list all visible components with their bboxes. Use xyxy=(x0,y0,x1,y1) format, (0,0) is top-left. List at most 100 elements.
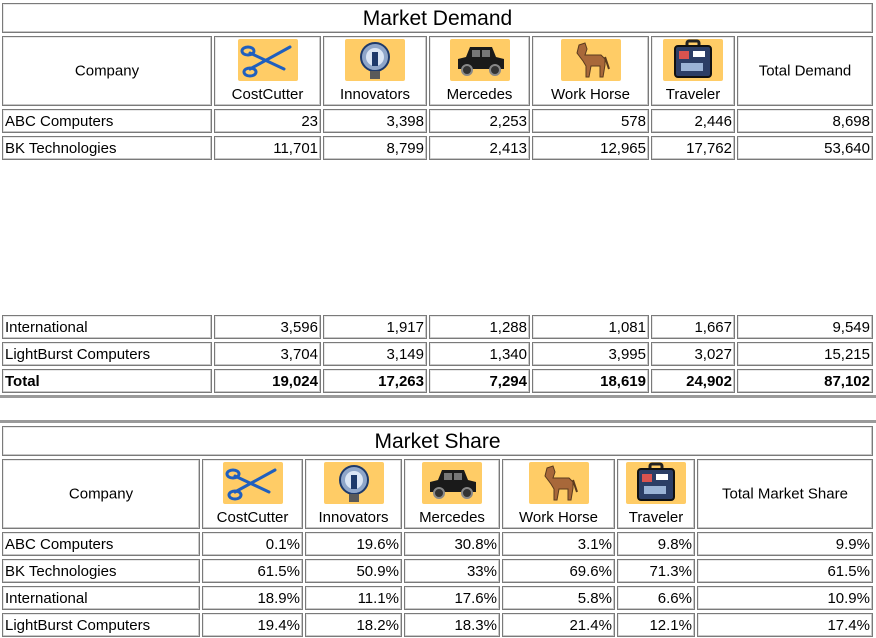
row-total-cell: 53,640 xyxy=(737,136,873,160)
product-header: CostCutter xyxy=(214,36,321,106)
product-header: Work Horse xyxy=(502,459,615,529)
value-cell: 5.8% xyxy=(502,586,615,610)
value-cell: 17.6% xyxy=(404,586,500,610)
company-name: ABC Computers xyxy=(2,532,200,556)
row-total-cell: 15,215 xyxy=(737,342,873,366)
value-cell: 578 xyxy=(532,109,649,133)
value-cell: 6.6% xyxy=(617,586,695,610)
share-title: Market Share xyxy=(2,426,873,456)
company-name: International xyxy=(2,315,212,339)
total-value-cell: 17,263 xyxy=(323,369,427,393)
product-label: CostCutter xyxy=(231,86,304,103)
scissors-icon xyxy=(237,39,298,81)
product-label: Mercedes xyxy=(446,86,513,103)
company-header: Company xyxy=(2,459,200,529)
value-cell: 11.1% xyxy=(305,586,402,610)
row-total-cell: 17.4% xyxy=(697,613,873,637)
product-label: Mercedes xyxy=(419,509,485,526)
value-cell: 2,446 xyxy=(651,109,735,133)
company-name: International xyxy=(2,586,200,610)
value-cell: 2,253 xyxy=(429,109,530,133)
value-cell: 9.8% xyxy=(617,532,695,556)
product-label: Traveler xyxy=(628,509,684,526)
taxi-icon xyxy=(449,39,510,81)
company-name: LightBurst Computers xyxy=(2,342,212,366)
value-cell: 30.8% xyxy=(404,532,500,556)
value-cell: 69.6% xyxy=(502,559,615,583)
row-total-cell: 61.5% xyxy=(697,559,873,583)
product-header: Traveler xyxy=(617,459,695,529)
total-header: Total Demand xyxy=(737,36,873,106)
horse-icon xyxy=(528,462,589,504)
company-name: BK Technologies xyxy=(2,559,200,583)
value-cell: 23 xyxy=(214,109,321,133)
value-cell: 12,965 xyxy=(532,136,649,160)
product-header: Work Horse xyxy=(532,36,649,106)
product-header: Mercedes xyxy=(404,459,500,529)
value-cell: 33% xyxy=(404,559,500,583)
value-cell: 0.1% xyxy=(202,532,303,556)
value-cell: 21.4% xyxy=(502,613,615,637)
company-name: ABC Computers xyxy=(2,109,212,133)
product-label: Innovators xyxy=(339,86,411,103)
product-label: Work Horse xyxy=(551,86,630,103)
value-cell: 3,149 xyxy=(323,342,427,366)
value-cell: 12.1% xyxy=(617,613,695,637)
product-header: Innovators xyxy=(323,36,427,106)
value-cell: 3,398 xyxy=(323,109,427,133)
value-cell: 18.3% xyxy=(404,613,500,637)
row-total-cell: 8,698 xyxy=(737,109,873,133)
grand-total-cell: 87,102 xyxy=(737,369,873,393)
product-header: Mercedes xyxy=(429,36,530,106)
company-name: BK Technologies xyxy=(2,136,212,160)
value-cell: 3,704 xyxy=(214,342,321,366)
product-label: Innovators xyxy=(318,509,389,526)
taxi-icon xyxy=(422,462,482,504)
value-cell: 18.2% xyxy=(305,613,402,637)
value-cell: 3,995 xyxy=(532,342,649,366)
company-header-label: Company xyxy=(74,62,140,80)
value-cell: 18.9% xyxy=(202,586,303,610)
product-header: Traveler xyxy=(651,36,735,106)
value-cell: 1,667 xyxy=(651,315,735,339)
lightbulb-icon xyxy=(323,462,384,504)
value-cell: 3,596 xyxy=(214,315,321,339)
value-cell: 17,762 xyxy=(651,136,735,160)
horse-icon xyxy=(560,39,621,81)
total-header: Total Market Share xyxy=(697,459,873,529)
row-total-cell: 9.9% xyxy=(697,532,873,556)
scissors-icon xyxy=(222,462,283,504)
value-cell: 1,917 xyxy=(323,315,427,339)
company-name: LightBurst Computers xyxy=(2,613,200,637)
product-header: CostCutter xyxy=(202,459,303,529)
suitcase-icon xyxy=(626,462,686,504)
value-cell: 3,027 xyxy=(651,342,735,366)
value-cell: 1,081 xyxy=(532,315,649,339)
value-cell: 19.4% xyxy=(202,613,303,637)
product-header: Innovators xyxy=(305,459,402,529)
demand-title: Market Demand xyxy=(2,3,873,33)
total-header-label: Total Market Share xyxy=(722,485,848,503)
product-label: CostCutter xyxy=(216,509,289,526)
value-cell: 71.3% xyxy=(617,559,695,583)
value-cell: 8,799 xyxy=(323,136,427,160)
company-header: Company xyxy=(2,36,212,106)
product-label: Work Horse xyxy=(519,509,598,526)
company-header-label: Company xyxy=(68,485,134,503)
total-header-label: Total Demand xyxy=(758,62,852,80)
value-cell: 2,413 xyxy=(429,136,530,160)
total-label: Total xyxy=(2,369,212,393)
value-cell: 19.6% xyxy=(305,532,402,556)
row-total-cell: 9,549 xyxy=(737,315,873,339)
lightbulb-icon xyxy=(345,39,405,81)
value-cell: 1,288 xyxy=(429,315,530,339)
market-demand-panel: Market Demand Company CostCutter Innovato… xyxy=(0,3,876,398)
value-cell: 50.9% xyxy=(305,559,402,583)
market-share-panel: Market Share Company CostCutter Innovator… xyxy=(0,420,876,638)
total-value-cell: 7,294 xyxy=(429,369,530,393)
row-total-cell: 10.9% xyxy=(697,586,873,610)
total-value-cell: 18,619 xyxy=(532,369,649,393)
total-value-cell: 24,902 xyxy=(651,369,735,393)
suitcase-icon xyxy=(663,39,723,81)
product-label: Traveler xyxy=(665,86,721,103)
